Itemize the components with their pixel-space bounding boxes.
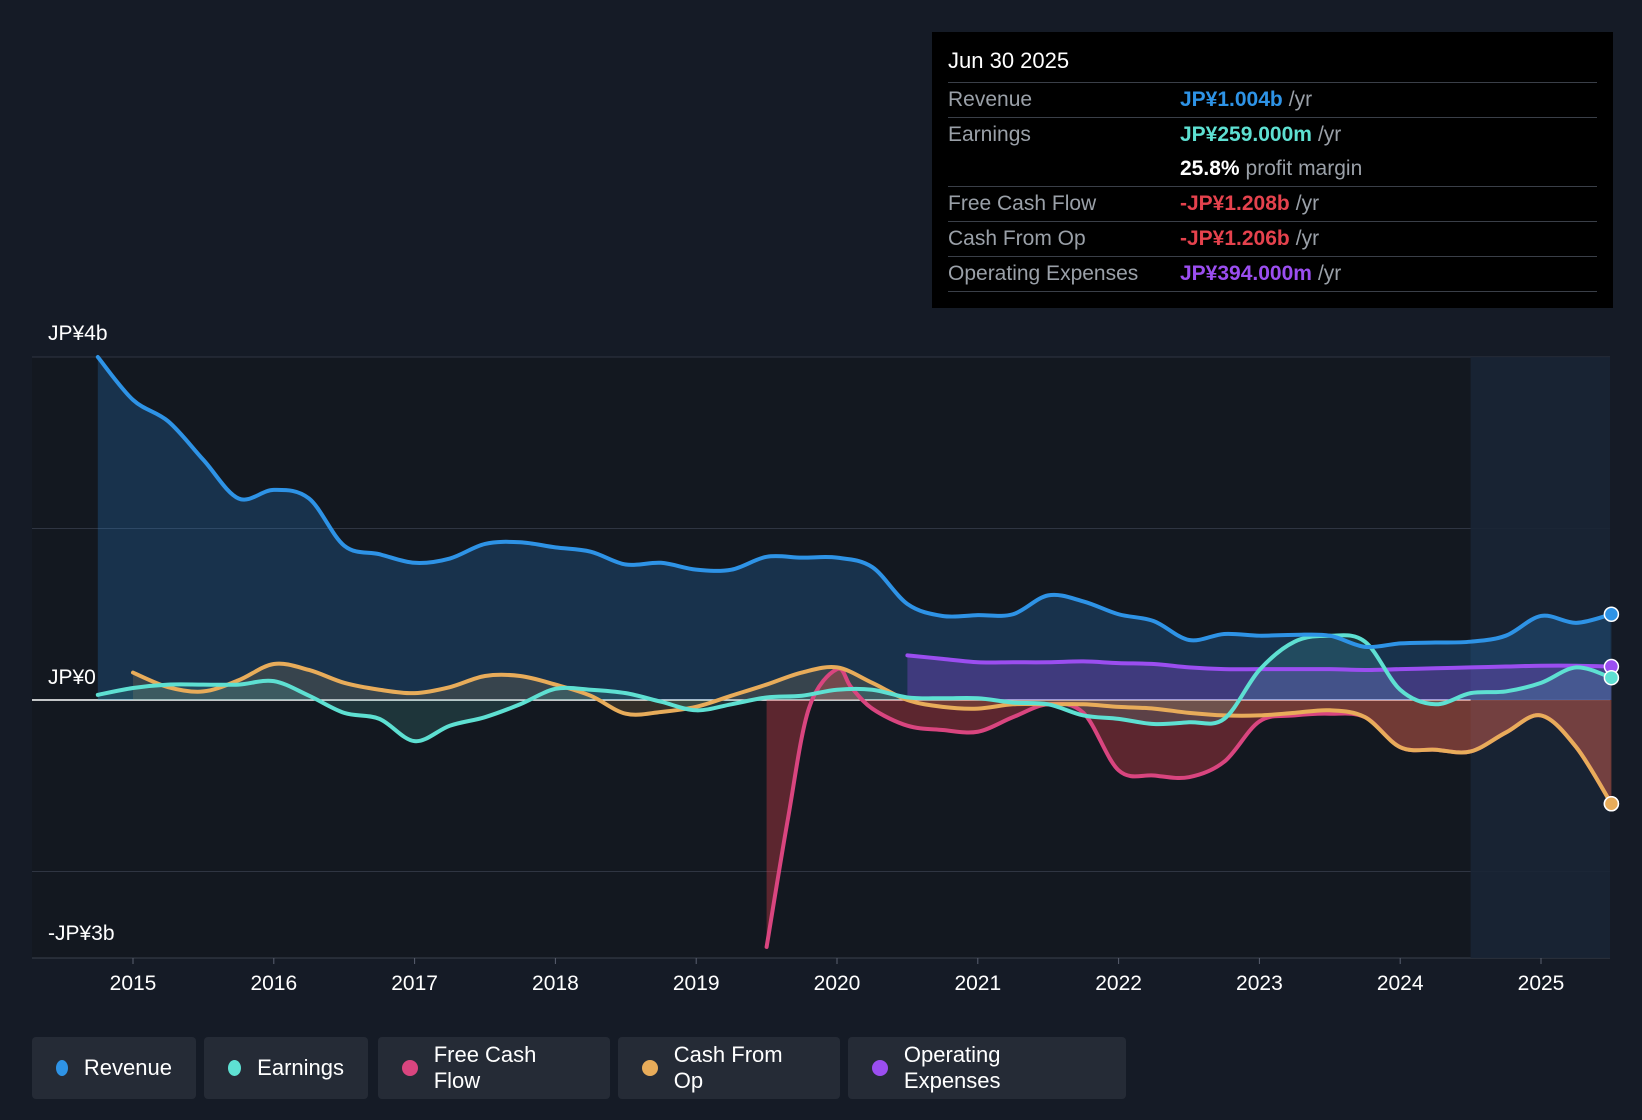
x-tick-label: 2021 <box>954 972 1001 995</box>
tooltip-rows: Revenue JP¥1.004b/yr Earnings JP¥259.000m/y… <box>948 82 1597 292</box>
x-tick-label: 2020 <box>814 972 861 995</box>
tooltip-row-unit: /yr <box>1317 262 1342 285</box>
tooltip-row: Free Cash Flow -JP¥1.208b/yr <box>948 186 1597 221</box>
legend-label: Revenue <box>83 1055 172 1080</box>
x-tick-label: 2017 <box>391 972 438 995</box>
x-tick-label: 2022 <box>1095 972 1142 995</box>
tooltip-divider <box>948 291 1597 292</box>
tooltip-panel: Jun 30 2025 Revenue JP¥1.004b/yr Earnings J… <box>932 32 1613 308</box>
x-tick-label: 2023 <box>1236 972 1283 995</box>
legend-item-operating-expenses[interactable]: Operating Expenses <box>848 1037 1126 1099</box>
tooltip-row-label: Free Cash Flow <box>948 192 1097 215</box>
x-tick-label: 2024 <box>1377 972 1424 995</box>
legend-item-cash-from-op[interactable]: Cash From Op <box>618 1037 840 1099</box>
y-tick-label-top: JP¥4b <box>48 322 108 345</box>
tooltip-row-unit: /yr <box>1317 123 1342 146</box>
x-tick-label: 2018 <box>532 972 579 995</box>
legend-dot-icon <box>642 1060 658 1076</box>
tooltip-row-value: JP¥1.004b <box>1180 88 1283 111</box>
revenue-area <box>97 357 1612 700</box>
series-end-markers <box>1603 606 1620 812</box>
x-tick-label: 2025 <box>1518 972 1565 995</box>
tooltip-row: Earnings JP¥259.000m/yr <box>948 117 1597 152</box>
forecast-region <box>1470 357 1610 958</box>
tooltip-row: Operating Expenses JP¥394.000m/yr <box>948 256 1597 291</box>
series-fills <box>97 357 1612 947</box>
legend-item-revenue[interactable]: Revenue <box>32 1037 196 1099</box>
tooltip-row-value: JP¥394.000m <box>1180 262 1312 285</box>
tooltip-row-label: Operating Expenses <box>948 262 1139 285</box>
x-tick-label: 2015 <box>110 972 157 995</box>
y-tick-label-zero: JP¥0 <box>48 666 96 689</box>
tooltip-row-value: JP¥259.000m <box>1180 123 1312 146</box>
tooltip-date: Jun 30 2025 <box>948 48 1070 73</box>
y-tick-label-bottom: -JP¥3b <box>48 922 115 945</box>
legend-item-free-cash-flow[interactable]: Free Cash Flow <box>378 1037 610 1099</box>
tooltip-row-value: -JP¥1.208b <box>1180 192 1290 215</box>
legend-label: Free Cash Flow <box>433 1042 537 1093</box>
tooltip-row: Revenue JP¥1.004b/yr <box>948 82 1597 117</box>
plot-background <box>32 357 1610 958</box>
legend-dot-icon <box>402 1060 418 1076</box>
legend-dot-icon <box>56 1060 68 1076</box>
revenue-line <box>95 355 1614 650</box>
operating-expenses-area <box>907 655 1612 700</box>
gridlines <box>32 356 1610 959</box>
x-axis-ticks: 2015 2016 2017 2018 2019 2020 2021 2022 2023 2024… <box>110 958 1565 995</box>
x-tick-label: 2016 <box>250 972 297 995</box>
legend-dot-icon <box>228 1060 242 1076</box>
tooltip-row: 25.8% profit margin <box>948 152 1597 186</box>
tooltip-row-label: Cash From Op <box>948 227 1086 250</box>
earnings-end-marker <box>1603 669 1620 686</box>
legend-label: Operating Expenses <box>903 1042 1001 1093</box>
legend-label: Cash From Op <box>673 1042 783 1093</box>
legend-dot-icon <box>872 1060 888 1076</box>
tooltip-row-label: Earnings <box>948 123 1031 146</box>
x-tick-label: 2019 <box>673 972 720 995</box>
revenue-end-marker <box>1603 606 1620 622</box>
series-lines <box>95 355 1614 949</box>
cash-from-op-line <box>131 661 1614 806</box>
earnings-area <box>97 635 1612 742</box>
free-cash-flow-area <box>766 668 1612 947</box>
earnings-line <box>95 633 1614 744</box>
tooltip-row-value: 25.8% <box>1180 157 1240 180</box>
tooltip-row-unit: /yr <box>1295 192 1320 215</box>
tooltip-row-label: Revenue <box>948 88 1033 111</box>
legend-label: Earnings <box>257 1055 344 1080</box>
tooltip-row: Cash From Op -JP¥1.206b/yr <box>948 221 1597 256</box>
cash-from-op-area <box>133 663 1612 804</box>
tooltip-row-unit: /yr <box>1295 227 1320 250</box>
tooltip-row-value: -JP¥1.206b <box>1180 227 1290 250</box>
tooltip-row-unit: profit margin <box>1245 157 1363 180</box>
cash-from-op-end-marker <box>1603 796 1620 812</box>
legend-item-earnings[interactable]: Earnings <box>204 1037 368 1099</box>
tooltip-row-unit: /yr <box>1288 88 1313 111</box>
